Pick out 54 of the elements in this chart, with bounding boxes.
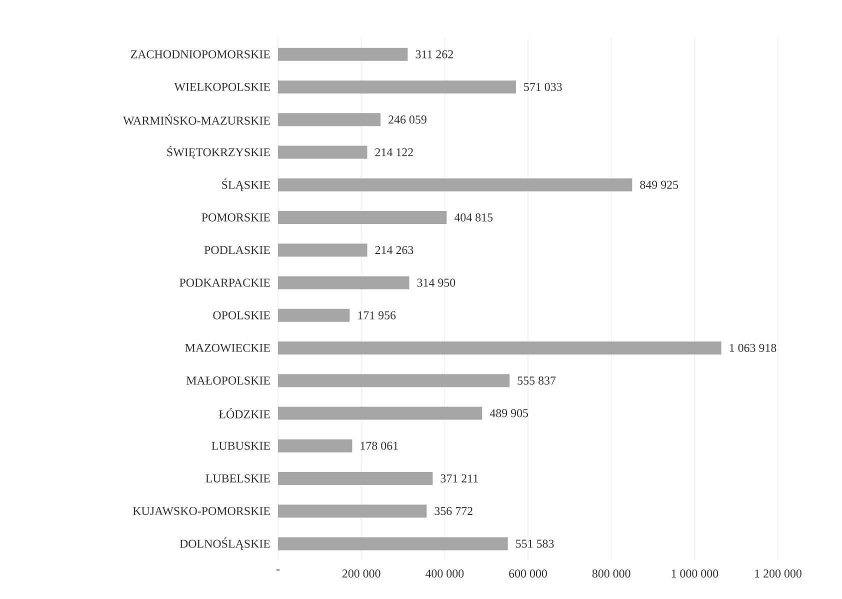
data-label: 1 063 918 bbox=[730, 344, 776, 352]
bar bbox=[278, 244, 368, 257]
data-label: 849 925 bbox=[640, 180, 678, 189]
y-tick-label: ŚWIĘTOKRZYSKIE bbox=[167, 146, 270, 158]
y-tick-label: KUJAWSKO-POMORSKIE bbox=[132, 507, 270, 516]
bar bbox=[278, 406, 482, 420]
bar bbox=[278, 48, 408, 61]
data-label: 404 815 bbox=[454, 213, 493, 222]
x-tick-label: 1 000 000 bbox=[672, 570, 718, 578]
y-tick-label: DOLNOŚLĄSKIE bbox=[180, 537, 270, 550]
data-label: 371 211 bbox=[440, 474, 478, 482]
data-label: 489 905 bbox=[490, 409, 528, 418]
y-tick-label: MAZOWIECKIE bbox=[185, 344, 270, 352]
bar bbox=[278, 472, 433, 485]
bar bbox=[278, 210, 447, 224]
bar bbox=[278, 146, 368, 159]
y-tick-label: LUBUSKIE bbox=[212, 442, 270, 450]
x-tick-label: 600 000 bbox=[509, 570, 547, 578]
y-tick-label: MAŁOPOLSKIE bbox=[186, 376, 270, 385]
bar bbox=[278, 504, 427, 518]
data-label: 311 262 bbox=[416, 50, 453, 58]
data-label: 555 837 bbox=[518, 376, 556, 385]
y-tick-label: PODLASKIE bbox=[204, 246, 270, 254]
bar bbox=[278, 537, 508, 550]
y-tick-label: POMORSKIE bbox=[202, 213, 270, 222]
data-label: 551 583 bbox=[516, 540, 554, 548]
y-tick-label: ŚLĄSKIE bbox=[222, 178, 270, 192]
y-tick-label: WIELKOPOLSKIE bbox=[174, 82, 270, 91]
data-label: 356 772 bbox=[434, 507, 472, 516]
y-tick-label: LUBELSKIE bbox=[206, 474, 270, 482]
data-label: 171 956 bbox=[358, 311, 396, 320]
y-tick-label: ŁÓDZKIE bbox=[218, 408, 270, 418]
bar bbox=[278, 341, 722, 354]
bar bbox=[278, 276, 410, 290]
x-tick-label: 200 000 bbox=[342, 570, 380, 578]
y-tick-label: WARMIŃSKO-MAZURSKIE bbox=[123, 114, 270, 125]
bar bbox=[278, 80, 516, 94]
bar bbox=[278, 439, 352, 452]
bar bbox=[278, 113, 381, 126]
data-label: 314 950 bbox=[417, 278, 456, 287]
bar bbox=[278, 374, 510, 388]
x-tick-label: 800 000 bbox=[592, 570, 630, 578]
data-label: 214 122 bbox=[375, 148, 413, 156]
data-label: 246 059 bbox=[388, 116, 426, 124]
y-tick-label: OPOLSKIE bbox=[213, 311, 270, 320]
data-label: 214 263 bbox=[375, 246, 414, 254]
x-tick-label: 400 000 bbox=[425, 570, 464, 578]
data-label: 571 033 bbox=[524, 82, 562, 91]
y-tick-label: ZACHODNIOPOMORSKIE bbox=[130, 50, 270, 58]
bar bbox=[278, 308, 350, 322]
x-tick-label: 1 200 000 bbox=[755, 570, 802, 578]
bar bbox=[278, 178, 632, 192]
data-label: 178 061 bbox=[360, 442, 398, 450]
y-tick-label: PODKARPACKIE bbox=[180, 278, 270, 287]
